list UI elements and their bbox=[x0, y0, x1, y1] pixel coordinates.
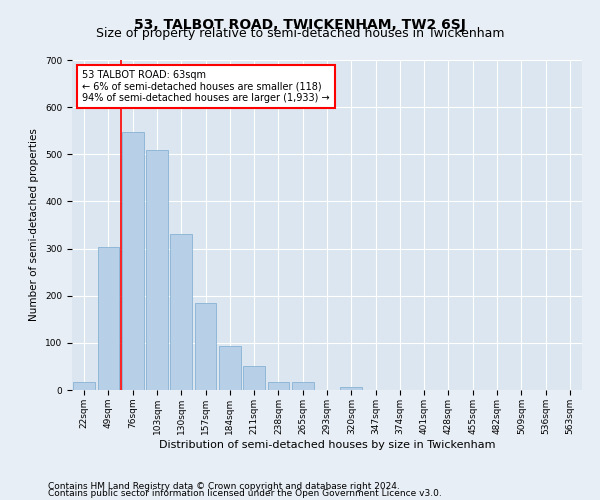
Text: Size of property relative to semi-detached houses in Twickenham: Size of property relative to semi-detach… bbox=[96, 28, 504, 40]
Bar bbox=[194, 303, 217, 390]
X-axis label: Distribution of semi-detached houses by size in Twickenham: Distribution of semi-detached houses by … bbox=[159, 440, 495, 450]
Bar bbox=[340, 386, 362, 390]
Text: Contains HM Land Registry data © Crown copyright and database right 2024.: Contains HM Land Registry data © Crown c… bbox=[48, 482, 400, 491]
Text: 53 TALBOT ROAD: 63sqm
← 6% of semi-detached houses are smaller (118)
94% of semi: 53 TALBOT ROAD: 63sqm ← 6% of semi-detac… bbox=[82, 70, 330, 103]
Text: 53, TALBOT ROAD, TWICKENHAM, TW2 6SJ: 53, TALBOT ROAD, TWICKENHAM, TW2 6SJ bbox=[134, 18, 466, 32]
Y-axis label: Number of semi-detached properties: Number of semi-detached properties bbox=[29, 128, 40, 322]
Bar bbox=[146, 150, 168, 390]
Bar bbox=[292, 382, 314, 390]
Text: Contains public sector information licensed under the Open Government Licence v3: Contains public sector information licen… bbox=[48, 490, 442, 498]
Bar bbox=[122, 132, 143, 390]
Bar bbox=[219, 346, 241, 390]
Bar bbox=[97, 247, 119, 390]
Bar bbox=[243, 366, 265, 390]
Bar bbox=[268, 382, 289, 390]
Bar bbox=[73, 382, 95, 390]
Bar bbox=[170, 234, 192, 390]
